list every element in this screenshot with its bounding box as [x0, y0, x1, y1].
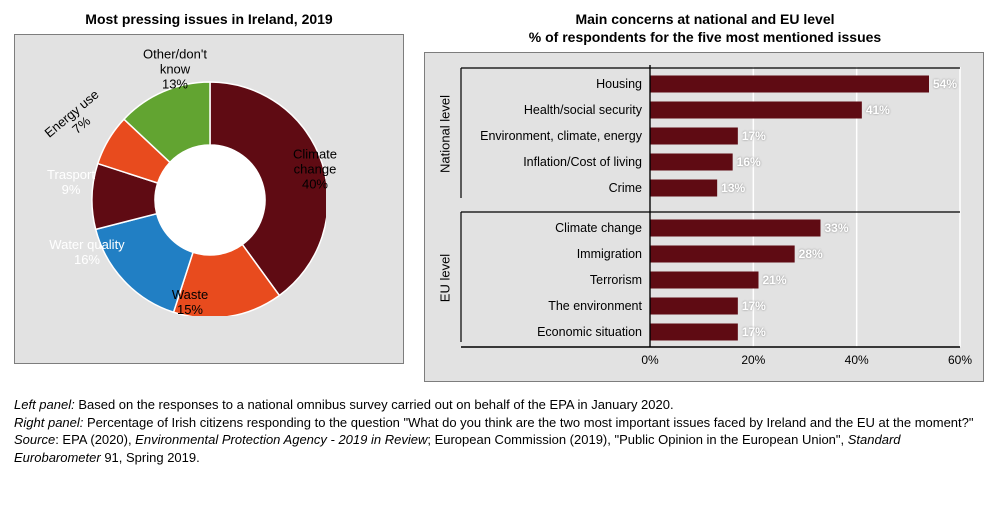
footnote-right-lead: Right panel:	[14, 415, 83, 430]
donut-svg	[90, 80, 326, 316]
bar-value-label: 17%	[742, 299, 766, 313]
footnote-right-body: Percentage of Irish citizens responding …	[83, 415, 973, 430]
group-label: EU level	[438, 254, 453, 302]
bar-row-label: Environment, climate, energy	[480, 129, 642, 143]
footnote-source-tail: 91, Spring 2019.	[101, 450, 200, 465]
x-axis-tick-label: 0%	[641, 353, 658, 367]
footnote-source-mid: ; European Commission (2019), "Public Op…	[427, 432, 847, 447]
bar-value-label: 13%	[721, 181, 745, 195]
bar-row-label: Health/social security	[524, 103, 642, 117]
bar-row-label: Terrorism	[590, 273, 642, 287]
bar-row-label: Economic situation	[537, 325, 642, 339]
bar-value-label: 54%	[933, 77, 957, 91]
bar-value-label: 28%	[799, 247, 823, 261]
bar-row-label: Climate change	[555, 221, 642, 235]
bar-chart-svg	[425, 53, 985, 383]
bar-row-label: Inflation/Cost of living	[523, 155, 642, 169]
bar-row-label: Immigration	[577, 247, 642, 261]
footnote-left-body: Based on the responses to a national omn…	[75, 397, 674, 412]
bar	[650, 246, 795, 263]
right-panel: Main concerns at national and EU level %…	[424, 10, 986, 382]
bar-row-label: Crime	[609, 181, 642, 195]
footnote-left: Left panel: Based on the responses to a …	[14, 396, 986, 414]
group-label: National level	[438, 95, 453, 173]
x-axis-tick-label: 60%	[948, 353, 972, 367]
bar	[650, 220, 821, 237]
x-axis-tick-label: 40%	[845, 353, 869, 367]
left-chart-title: Most pressing issues in Ireland, 2019	[14, 10, 404, 28]
bar	[650, 272, 759, 289]
footnotes: Left panel: Based on the responses to a …	[14, 396, 986, 466]
footnote-right: Right panel: Percentage of Irish citizen…	[14, 414, 986, 432]
bar-value-label: 17%	[742, 129, 766, 143]
footnote-source-em1: Environmental Protection Agency - 2019 i…	[135, 432, 427, 447]
bar	[650, 298, 738, 315]
bar	[650, 324, 738, 341]
bar-chart: 0% 20% 40% 60% Housing 54% Health/social secur…	[424, 52, 984, 382]
bar-value-label: 41%	[866, 103, 890, 117]
bar	[650, 102, 862, 119]
bar-row-label: Housing	[596, 77, 642, 91]
bar-value-label: 33%	[825, 221, 849, 235]
left-panel: Most pressing issues in Ireland, 2019 Cl…	[14, 10, 404, 382]
donut-chart: Climate change 40%Waste 15%Water quality…	[14, 34, 404, 364]
bar-value-label: 21%	[763, 273, 787, 287]
footnote-source-body: : EPA (2020),	[55, 432, 135, 447]
x-axis-tick-label: 20%	[741, 353, 765, 367]
footnote-left-lead: Left panel:	[14, 397, 75, 412]
donut-slice-label: Trasport 9%	[47, 168, 95, 198]
bar	[650, 180, 717, 197]
footnote-source: Source: EPA (2020), Environmental Protec…	[14, 431, 986, 466]
bar	[650, 154, 733, 171]
bar-row-label: The environment	[548, 299, 642, 313]
footnote-source-lead: Source	[14, 432, 55, 447]
bar	[650, 128, 738, 145]
right-chart-title: Main concerns at national and EU level %…	[424, 10, 986, 46]
bar-value-label: 17%	[742, 325, 766, 339]
bar	[650, 76, 929, 93]
bar-value-label: 16%	[737, 155, 761, 169]
